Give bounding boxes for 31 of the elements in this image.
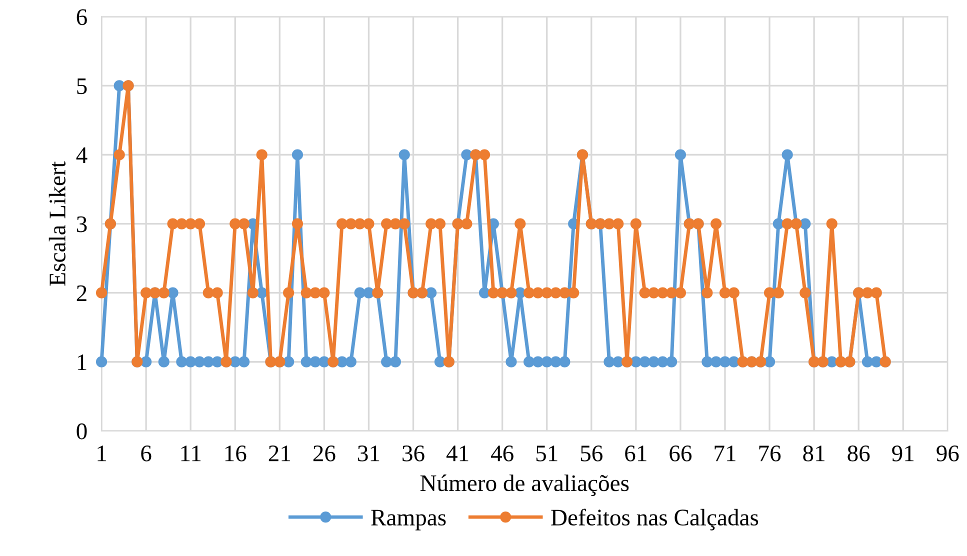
y-tick-label: 6 <box>76 9 87 26</box>
x-tick-label: 66 <box>670 446 692 462</box>
x-tick-label: 41 <box>446 446 468 462</box>
y-axis-title: Escala Likert <box>48 161 66 286</box>
x-tick-label: 51 <box>536 446 558 462</box>
x-tick-label: 11 <box>181 446 201 462</box>
y-tick-label: 1 <box>78 354 86 370</box>
x-tick-label: 81 <box>803 445 824 462</box>
y-tick-label: 2 <box>76 285 86 302</box>
x-tick-label: 36 <box>402 446 424 462</box>
x-tick-label: 16 <box>225 446 246 462</box>
y-tick-label: 4 <box>76 147 88 163</box>
y-tick-label: 0 <box>76 423 87 440</box>
y-tick-label: 3 <box>76 216 87 232</box>
x-axis-title: Número de avaliações <box>420 474 629 496</box>
x-tick-label: 86 <box>848 445 870 462</box>
x-tick-label: 76 <box>759 446 781 462</box>
x-tick-label: 31 <box>358 446 380 462</box>
x-tick-label: 91 <box>892 446 914 462</box>
legend-label: Defeitos nas Calçadas <box>551 508 758 530</box>
x-tick-label: 56 <box>580 446 602 462</box>
y-tick-label: 5 <box>77 78 87 94</box>
x-tick-label: 1 <box>98 446 106 462</box>
x-tick-label: 46 <box>490 446 514 462</box>
x-tick-label: 96 <box>936 446 959 462</box>
legend-label: Rampas <box>371 510 446 530</box>
x-tick-label: 26 <box>313 446 336 462</box>
x-tick-label: 61 <box>625 446 646 462</box>
x-tick-label: 21 <box>268 446 290 462</box>
x-tick-label: 6 <box>141 446 152 462</box>
x-tick-label: 71 <box>714 446 736 462</box>
